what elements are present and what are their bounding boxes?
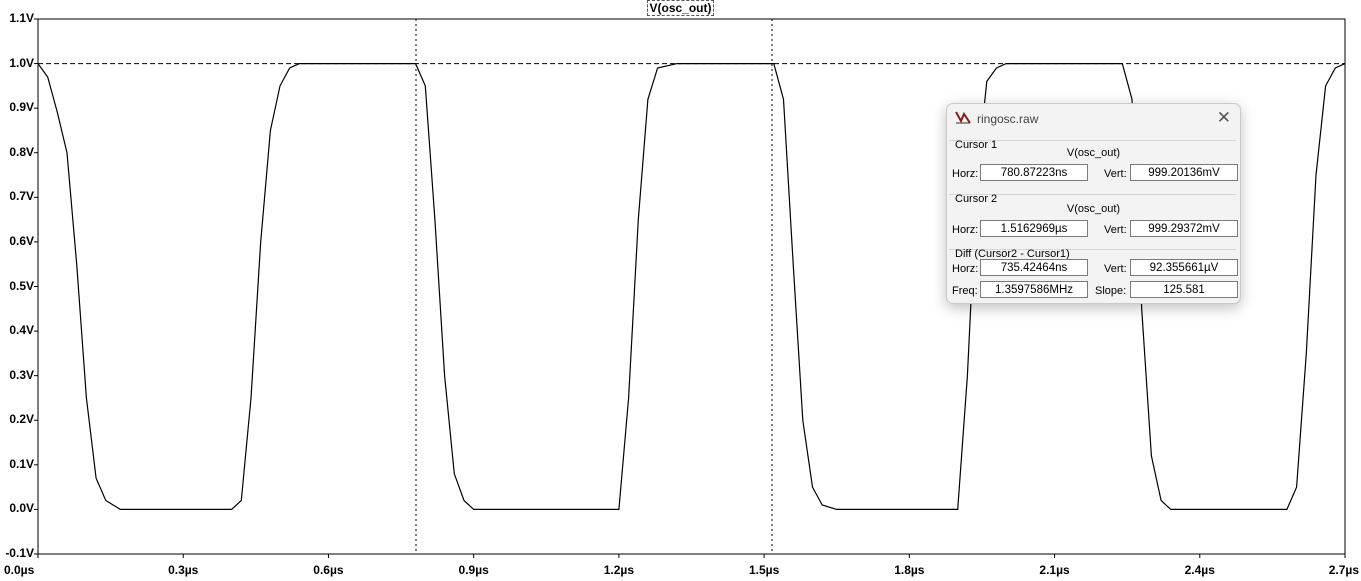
cursor-1-trace: V(osc_out) bbox=[1066, 147, 1121, 159]
diff-freq-field[interactable]: 1.3597586MHz bbox=[980, 281, 1088, 298]
trace-title-label[interactable]: V(osc_out) bbox=[647, 0, 714, 16]
diff-freq-label: Freq: bbox=[952, 285, 978, 297]
cursor-1-group: Cursor 1 V(osc_out) bbox=[949, 139, 1236, 191]
y-tick-label: 0.4V bbox=[9, 323, 34, 338]
cursor-2-group: Cursor 2 V(osc_out) bbox=[949, 193, 1236, 245]
diff-label: Diff (Cursor2 - Cursor1) bbox=[955, 248, 1070, 260]
cursor-2-vert-field[interactable]: 999.29372mV bbox=[1130, 220, 1238, 237]
x-tick-label: 0.3µs bbox=[168, 563, 199, 577]
y-tick-label: 1.0V bbox=[9, 55, 34, 70]
cursor-dialog[interactable]: ringosc.raw ✕ Cursor 1 V(osc_out) Horz: … bbox=[946, 103, 1241, 304]
diff-slope-label: Slope: bbox=[1095, 285, 1127, 297]
cursor-2-horz-field[interactable]: 1.5162969µs bbox=[980, 220, 1088, 237]
y-tick-label: 1.1V bbox=[9, 11, 34, 25]
y-tick-label: 0.2V bbox=[9, 412, 34, 427]
cursor-1-horz-label: Horz: bbox=[952, 168, 979, 180]
x-tick-label: 0.0µs bbox=[4, 563, 35, 577]
x-tick-label: 0.6µs bbox=[313, 563, 344, 577]
cursor-2-label: Cursor 2 bbox=[955, 193, 998, 205]
cursor-2-horz-label: Horz: bbox=[952, 224, 979, 236]
x-tick-label: 2.1µs bbox=[1039, 563, 1070, 577]
cursor-2-vert-label: Vert: bbox=[1104, 224, 1127, 236]
cursor-1-vert-field[interactable]: 999.20136mV bbox=[1130, 164, 1238, 181]
y-tick-label: 0.5V bbox=[9, 278, 34, 293]
dialog-title: ringosc.raw bbox=[977, 112, 1039, 126]
x-tick-label: 1.5µs bbox=[748, 563, 780, 577]
cursor-1-horz-field[interactable]: 780.87223ns bbox=[980, 164, 1088, 181]
close-icon[interactable]: ✕ bbox=[1216, 108, 1231, 127]
y-tick-label: -0.1V bbox=[5, 546, 34, 560]
x-tick-label: 2.4µs bbox=[1184, 563, 1215, 577]
y-tick-label: 0.0V bbox=[9, 501, 34, 516]
diff-slope-field[interactable]: 125.581 bbox=[1130, 281, 1238, 298]
x-tick-label: 1.8µs bbox=[894, 563, 925, 577]
diff-horz-label: Horz: bbox=[952, 263, 979, 275]
trace-title[interactable]: V(osc_out) bbox=[0, 0, 1361, 16]
cursor-2-trace: V(osc_out) bbox=[1066, 203, 1121, 215]
y-tick-label: 0.7V bbox=[9, 189, 34, 204]
trace-v-osc-out bbox=[37, 63, 1346, 510]
x-tick-label: 0.9µs bbox=[458, 563, 489, 577]
diff-vert-label: Vert: bbox=[1104, 263, 1127, 275]
tick-marks bbox=[34, 18, 1346, 558]
y-tick-label: 0.8V bbox=[9, 144, 34, 159]
x-tick-label: 1.2µs bbox=[603, 563, 635, 577]
diff-group: Diff (Cursor2 - Cursor1) bbox=[949, 248, 1236, 302]
diff-vert-field[interactable]: 92.355661µV bbox=[1130, 259, 1238, 276]
diff-horz-field[interactable]: 735.42464ns bbox=[980, 259, 1088, 276]
ltspice-app-icon bbox=[955, 111, 971, 124]
y-tick-label: 0.1V bbox=[9, 456, 34, 471]
cursor-1-vert-label: Vert: bbox=[1104, 168, 1127, 180]
y-tick-label: 0.6V bbox=[9, 233, 34, 248]
cursor-1-label: Cursor 1 bbox=[955, 139, 998, 151]
y-tick-label: 0.9V bbox=[9, 100, 34, 115]
x-tick-label: 2.7µs bbox=[1328, 563, 1359, 577]
y-tick-label: 0.3V bbox=[9, 367, 34, 382]
